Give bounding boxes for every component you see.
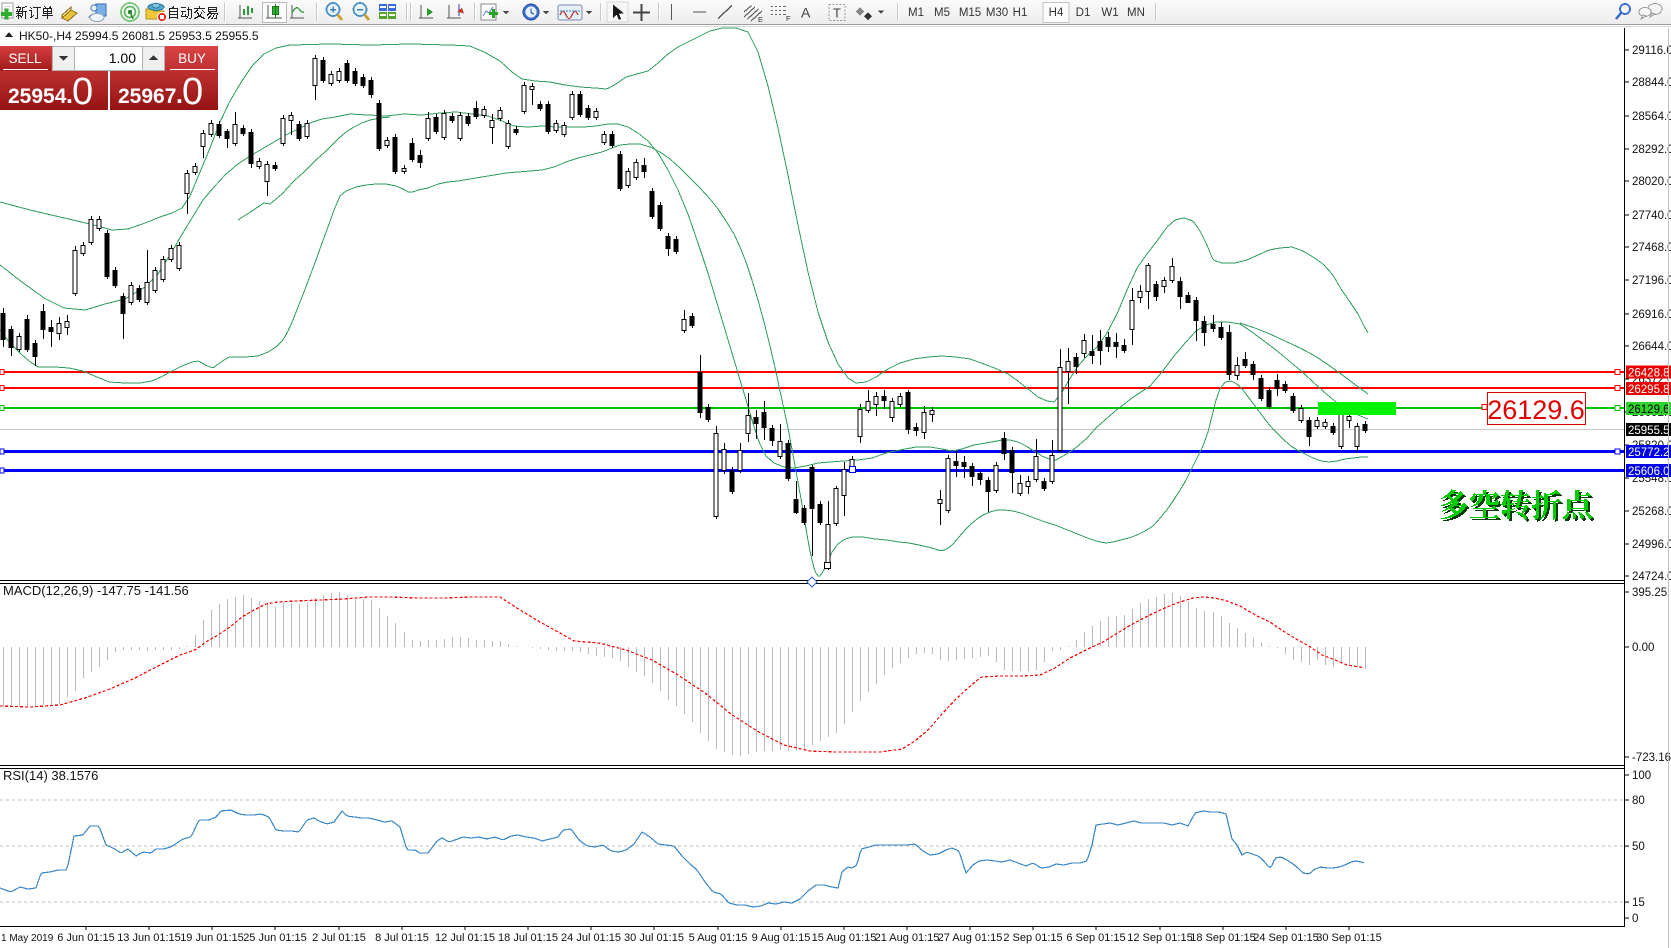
svg-text:F: F (786, 14, 791, 23)
svg-text:18 Jul 01:15: 18 Jul 01:15 (498, 932, 558, 944)
svg-text:.: . (176, 81, 183, 109)
svg-text:H1: H1 (1013, 7, 1028, 19)
svg-text:28844.0: 28844.0 (1632, 77, 1671, 89)
svg-text:27740.0: 27740.0 (1632, 210, 1671, 222)
svg-text:.: . (66, 81, 73, 109)
svg-text:BUY: BUY (178, 51, 206, 66)
svg-text:0.00: 0.00 (1632, 642, 1654, 654)
svg-text:28564.0: 28564.0 (1632, 111, 1671, 123)
svg-text:28020.0: 28020.0 (1632, 176, 1671, 188)
svg-text:A: A (801, 5, 811, 21)
svg-text:M15: M15 (959, 7, 981, 19)
svg-text:26129.6: 26129.6 (1628, 404, 1670, 416)
svg-text:MN: MN (1127, 7, 1145, 19)
svg-text:27468.0: 27468.0 (1632, 242, 1671, 254)
svg-text:25954: 25954 (8, 85, 67, 108)
svg-text:HK50-,H4 25994.5 26081.5 2595: HK50-,H4 25994.5 26081.5 25953.5 25955.5 (19, 29, 259, 43)
svg-text:24 Jul 01:15: 24 Jul 01:15 (561, 932, 621, 944)
svg-text:24 Sep 01:15: 24 Sep 01:15 (1253, 932, 1318, 944)
svg-text:26295.8: 26295.8 (1628, 384, 1670, 396)
svg-text:24996.0: 24996.0 (1632, 539, 1671, 551)
svg-text:27196.0: 27196.0 (1632, 275, 1671, 287)
svg-text:-723.16: -723.16 (1632, 752, 1671, 764)
svg-text:6 Sep 01:15: 6 Sep 01:15 (1066, 932, 1125, 944)
svg-text:1.00: 1.00 (109, 50, 136, 66)
svg-text:W1: W1 (1101, 7, 1118, 19)
svg-text:26428.8: 26428.8 (1628, 368, 1670, 380)
svg-text:2 Jul 01:15: 2 Jul 01:15 (312, 932, 366, 944)
svg-text:E: E (758, 15, 763, 24)
svg-text:25772.2: 25772.2 (1628, 447, 1670, 459)
svg-text:395.25: 395.25 (1632, 587, 1667, 599)
svg-text:M1: M1 (908, 7, 924, 19)
svg-text:0: 0 (1632, 913, 1638, 925)
svg-text:50: 50 (1632, 841, 1645, 853)
svg-text:25606.0: 25606.0 (1628, 466, 1670, 478)
svg-text:12 Jul 01:15: 12 Jul 01:15 (435, 932, 495, 944)
svg-text:0: 0 (182, 71, 203, 113)
svg-text:SELL: SELL (8, 51, 42, 66)
svg-text:25268.0: 25268.0 (1632, 506, 1671, 518)
svg-text:RSI(14) 38.1576: RSI(14) 38.1576 (3, 768, 98, 783)
svg-text:MACD(12,26,9) -147.75 -141.56: MACD(12,26,9) -147.75 -141.56 (3, 583, 189, 598)
svg-text:0: 0 (72, 71, 93, 113)
svg-text:24724.0: 24724.0 (1632, 571, 1671, 583)
svg-text:25955.5: 25955.5 (1628, 425, 1670, 437)
svg-text:15 Aug 01:15: 15 Aug 01:15 (812, 932, 877, 944)
svg-text:19 Jun 01:15: 19 Jun 01:15 (180, 932, 244, 944)
svg-text:28292.0: 28292.0 (1632, 144, 1671, 156)
svg-text:80: 80 (1632, 795, 1645, 807)
svg-text:H4: H4 (1049, 7, 1064, 19)
svg-text:21 Aug 01:15: 21 Aug 01:15 (875, 932, 940, 944)
svg-text:100: 100 (1632, 770, 1651, 782)
svg-text:1 May 2019: 1 May 2019 (1, 933, 54, 944)
svg-text:5 Aug 01:15: 5 Aug 01:15 (689, 932, 748, 944)
svg-text:26129.6: 26129.6 (1487, 395, 1585, 425)
svg-text:30 Sep 01:15: 30 Sep 01:15 (1316, 932, 1381, 944)
svg-text:6 Jun 01:15: 6 Jun 01:15 (57, 932, 115, 944)
svg-text:T: T (833, 6, 841, 21)
svg-text:30 Jul 01:15: 30 Jul 01:15 (624, 932, 684, 944)
svg-text:26644.0: 26644.0 (1632, 341, 1671, 353)
svg-text:25 Jun 01:15: 25 Jun 01:15 (243, 932, 307, 944)
svg-text:15: 15 (1632, 897, 1645, 909)
svg-text:18 Sep 01:15: 18 Sep 01:15 (1190, 932, 1255, 944)
svg-text:26916.0: 26916.0 (1632, 309, 1671, 321)
svg-text:8 Jul 01:15: 8 Jul 01:15 (375, 932, 429, 944)
svg-text:M5: M5 (934, 7, 950, 19)
svg-text:13 Jun 01:15: 13 Jun 01:15 (117, 932, 181, 944)
svg-text:9 Aug 01:15: 9 Aug 01:15 (752, 932, 811, 944)
svg-text:27 Aug 01:15: 27 Aug 01:15 (938, 932, 1003, 944)
svg-text:2 Sep 01:15: 2 Sep 01:15 (1003, 932, 1062, 944)
svg-text:D1: D1 (1076, 7, 1091, 19)
svg-text:M30: M30 (986, 7, 1008, 19)
svg-text:12 Sep 01:15: 12 Sep 01:15 (1127, 932, 1192, 944)
svg-text:25967: 25967 (118, 85, 176, 108)
svg-text:29116.0: 29116.0 (1632, 45, 1671, 57)
